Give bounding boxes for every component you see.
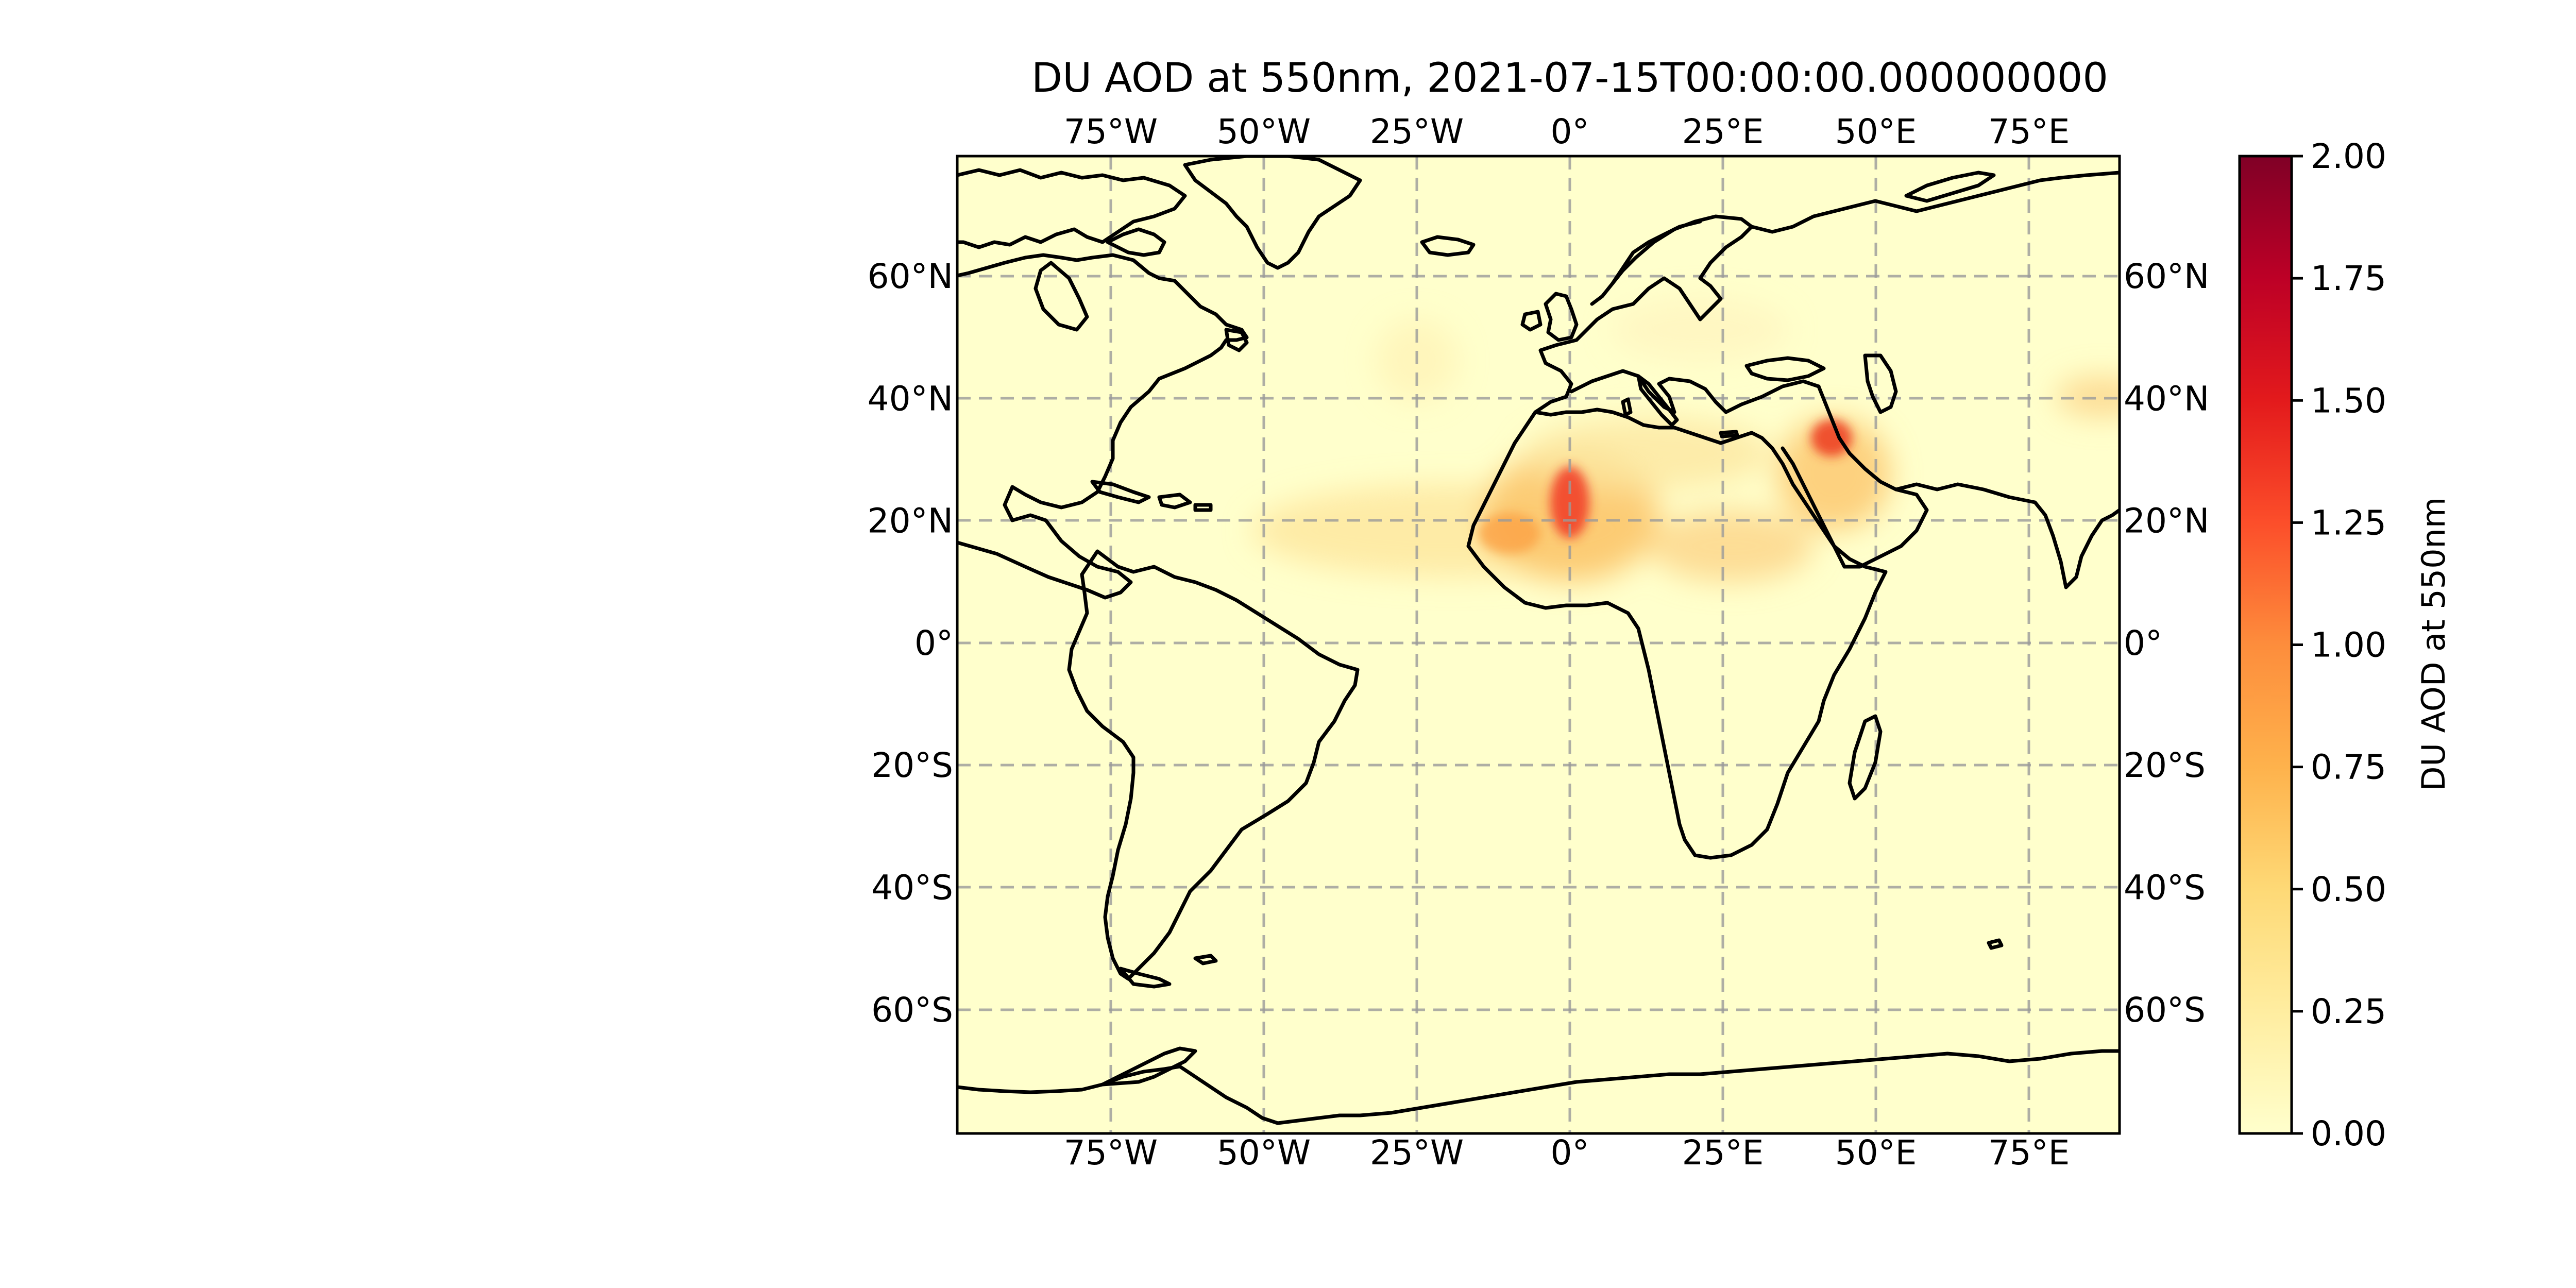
colorbar-label: DU AOD at 550nm	[2415, 497, 2452, 791]
lat-tick-label-left: 20°N	[868, 501, 953, 541]
colorbar-gradient	[2238, 155, 2293, 1135]
lon-tick-label-top: 75°E	[1988, 112, 2070, 151]
map-background	[957, 156, 2120, 1133]
lat-tick-label-left: 60°S	[871, 990, 953, 1030]
coastline-south-america	[1067, 549, 1360, 981]
lat-tick-label-left: 20°S	[871, 745, 953, 785]
coastline-tierra-del-fuego	[1118, 967, 1172, 989]
coastline-black-sea	[1744, 356, 1826, 382]
lon-tick-label-top: 50°W	[1217, 112, 1311, 151]
dust-aod-field	[1252, 299, 2120, 582]
coastline-italy	[1636, 374, 1679, 427]
lon-tick-label-top: 25°E	[1682, 112, 1764, 151]
coastline-great-britain	[1544, 292, 1579, 342]
coastline-asia-south	[1894, 482, 2120, 589]
lat-tick-label-right: 20°S	[2124, 745, 2206, 785]
map-area	[957, 156, 2120, 1133]
lon-tick-label-bottom: 75°W	[1064, 1133, 1158, 1173]
dust-plume-central-asia	[2056, 376, 2120, 417]
colorbar-tick-label: 0.75	[2311, 748, 2386, 787]
lat-tick-label-right: 0°	[2124, 623, 2162, 663]
coastline-north-america	[957, 253, 1249, 600]
coastline-baffin-island	[1106, 227, 1166, 257]
coastline-kerguelen	[1987, 938, 2004, 950]
colorbar-tick-label: 1.00	[2311, 625, 2386, 665]
dust-hotspot-iraq	[1811, 419, 1852, 456]
lat-tick-label-right: 40°S	[2124, 868, 2206, 908]
lon-tick-label-bottom: 0°	[1551, 1133, 1589, 1173]
lon-tick-label-bottom: 25°E	[1682, 1133, 1764, 1173]
coastline-newfoundland	[1224, 328, 1249, 352]
lon-tick-label-top: 0°	[1551, 112, 1589, 151]
dust-plume-sahara-north	[1525, 417, 1772, 489]
coastline-africa	[1466, 408, 1888, 860]
colorbar-tick-label: 1.25	[2311, 503, 2386, 543]
colorbar: 0.00 0.25 0.50 0.75 1.00 1.25 1.50 1.75 2.00 DU …	[2238, 137, 2452, 1154]
colorbar-tick-label: 1.50	[2311, 381, 2386, 420]
map-title: DU AOD at 550nm, 2021-07-15T00:00:00.000…	[1031, 55, 2108, 101]
lon-tick-label-top: 25°W	[1370, 112, 1464, 151]
colorbar-tick-label: 0.50	[2311, 870, 2386, 909]
coastline-iceland	[1420, 235, 1476, 257]
coastline-falklands	[1193, 954, 1218, 965]
colorbar-tick-label: 1.75	[2311, 259, 2386, 298]
coastline-ireland	[1520, 310, 1543, 332]
coastline-madagascar	[1848, 714, 1883, 801]
lon-tick-label-bottom: 50°W	[1217, 1133, 1311, 1173]
coastline-canada-north	[957, 168, 1187, 249]
colorbar-ticks: 0.00 0.25 0.50 0.75 1.00 1.25 1.50 1.75 2.00	[2292, 137, 2386, 1154]
coastline-sardinia	[1621, 397, 1633, 417]
coastline-hudson-bay	[1033, 261, 1089, 332]
coastline-cuba	[1090, 480, 1151, 504]
colorbar-tick-label: 2.00	[2311, 137, 2386, 176]
coastline-greenland	[1183, 156, 1362, 270]
lat-tick-label-right: 60°N	[2124, 257, 2209, 296]
lon-tick-label-top: 50°E	[1835, 112, 1917, 151]
longitude-labels-bottom: 75°W 50°W 25°W 0° 25°E 50°E 75°E	[1064, 1133, 2070, 1173]
coastline-caspian-sea	[1863, 353, 1898, 414]
lat-tick-label-right: 60°S	[2124, 990, 2206, 1030]
lon-tick-label-bottom: 50°E	[1835, 1133, 1917, 1173]
lon-tick-label-top: 75°W	[1064, 112, 1158, 151]
lat-tick-label-left: 40°S	[871, 868, 953, 908]
lat-tick-label-right: 20°N	[2124, 501, 2209, 541]
dust-plume-europe	[1613, 299, 1788, 361]
latitude-labels-left: 60°N 40°N 20°N 0° 20°S 40°S 60°S	[868, 257, 953, 1030]
coastline-antarctica	[957, 1049, 2120, 1125]
coastline-mediterranean-north	[1569, 369, 1821, 414]
coastline-antarctic-peninsula	[1100, 1046, 1197, 1087]
dust-hotspot-west-africa	[1479, 513, 1540, 554]
lat-tick-label-left: 40°N	[868, 379, 953, 418]
coastline-crete	[1719, 430, 1739, 438]
colorbar-tick-label: 0.00	[2311, 1114, 2386, 1154]
dust-plume-sudan	[1649, 510, 1814, 582]
coastline-puerto-rico	[1193, 503, 1213, 512]
lat-tick-label-left: 0°	[914, 623, 953, 663]
lon-tick-label-bottom: 25°W	[1370, 1133, 1464, 1173]
latitude-labels-right: 60°N 40°N 20°N 0° 20°S 40°S 60°S	[2124, 257, 2209, 1030]
coastline-asia-north	[1750, 171, 2120, 234]
map-frame	[956, 155, 2121, 1135]
lat-tick-label-left: 60°N	[868, 257, 953, 296]
coastline-scandinavia	[1611, 219, 1702, 285]
lat-tick-label-right: 40°N	[2124, 379, 2209, 418]
longitude-labels-top: 75°W 50°W 25°W 0° 25°E 50°E 75°E	[1064, 112, 2070, 151]
coastlines	[957, 156, 2120, 1125]
lon-tick-label-bottom: 75°E	[1988, 1133, 2070, 1173]
coastline-arabia	[1781, 384, 1929, 569]
coastline-novaya-zemlya	[1904, 171, 1996, 203]
coastline-hispaniola	[1157, 493, 1192, 510]
graticule	[957, 156, 2120, 1133]
colorbar-tick-label: 0.25	[2311, 992, 2386, 1031]
